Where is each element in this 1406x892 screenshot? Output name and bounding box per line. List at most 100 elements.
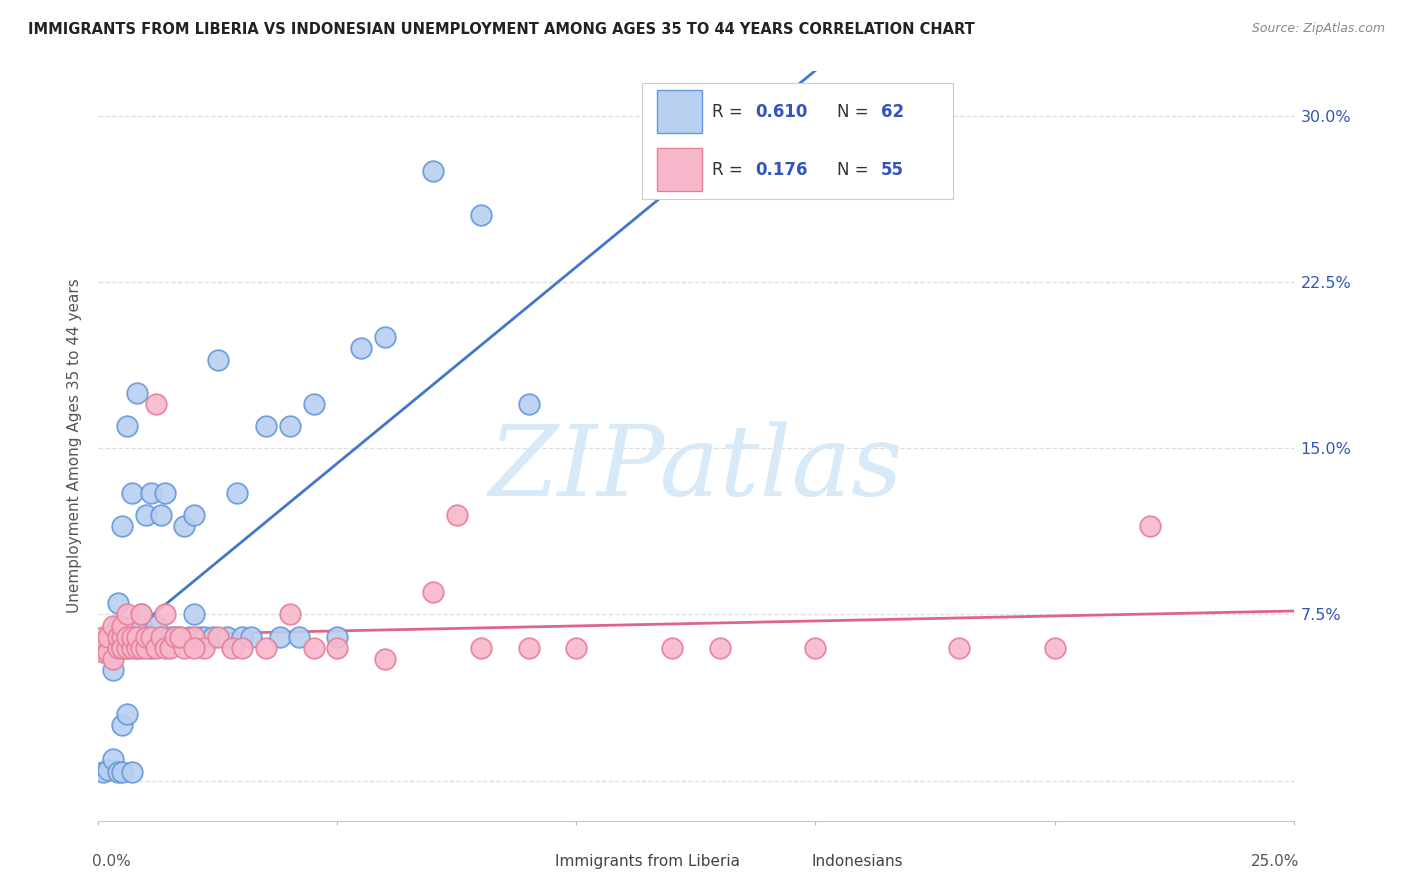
Point [107,596,129,610]
Point [278,419,301,434]
Point [207,352,229,367]
Point [97,763,120,777]
Point [565,640,588,655]
Point [326,640,349,655]
Point [121,630,143,644]
Point [145,640,167,655]
Point [111,764,134,779]
Point [131,618,153,632]
Point [155,485,177,500]
Point [115,640,138,655]
Point [111,630,134,644]
Point [101,751,124,765]
Point [107,630,129,644]
Point [804,640,827,655]
Point [101,663,124,677]
FancyBboxPatch shape [643,83,953,199]
Point [446,508,468,522]
Text: Source: ZipAtlas.com: Source: ZipAtlas.com [1251,22,1385,36]
Text: IMMIGRANTS FROM LIBERIA VS INDONESIAN UNEMPLOYMENT AMONG AGES 35 TO 44 YEARS COR: IMMIGRANTS FROM LIBERIA VS INDONESIAN UN… [28,22,974,37]
Point [111,718,134,732]
Point [1043,640,1066,655]
Point [422,164,444,178]
Text: 55: 55 [882,161,904,178]
Point [121,485,143,500]
Point [517,640,540,655]
Point [97,645,120,659]
Point [125,640,148,655]
Point [145,397,167,411]
Point [111,518,134,533]
Point [217,630,239,644]
Point [121,764,143,779]
Point [91,645,114,659]
Point [111,640,134,655]
Point [374,330,396,344]
Point [183,640,205,655]
Point [139,485,162,500]
Point [163,630,186,644]
Text: 0.176: 0.176 [756,161,808,178]
Point [173,518,195,533]
Text: Immigrants from Liberia: Immigrants from Liberia [555,855,740,870]
Point [302,397,325,411]
Point [149,630,172,644]
Point [159,630,181,644]
Point [115,640,138,655]
Point [187,630,209,644]
Point [288,630,311,644]
Point [193,630,215,644]
Point [155,607,177,622]
Point [115,419,138,434]
Text: N =: N = [837,103,875,120]
Text: N =: N = [837,161,875,178]
Point [852,120,875,134]
Point [517,397,540,411]
Point [125,630,148,644]
FancyBboxPatch shape [510,854,548,870]
Point [111,630,134,644]
Point [111,640,134,655]
FancyBboxPatch shape [768,854,806,870]
FancyBboxPatch shape [657,148,702,192]
Text: 0.0%: 0.0% [93,855,131,870]
Point [115,630,138,644]
Point [149,508,172,522]
Point [121,640,143,655]
Point [125,385,148,400]
Point [135,640,157,655]
Point [131,607,153,622]
Text: R =: R = [711,103,748,120]
Point [135,508,157,522]
Point [254,640,277,655]
Point [183,630,205,644]
Point [948,640,970,655]
Point [115,707,138,722]
Point [240,630,263,644]
Point [231,640,253,655]
Text: R =: R = [711,161,748,178]
Point [221,640,243,655]
Point [159,640,181,655]
Point [125,640,148,655]
Point [269,630,291,644]
Point [422,585,444,599]
Point [115,630,138,644]
Point [709,640,731,655]
Text: 25.0%: 25.0% [1251,855,1299,870]
Point [97,645,120,659]
Point [183,508,205,522]
Point [145,618,167,632]
Point [470,209,492,223]
Point [202,630,225,644]
Point [374,652,396,666]
Point [101,630,124,644]
Point [125,630,148,644]
Point [163,630,186,644]
Point [254,419,277,434]
Point [350,342,373,356]
Point [207,630,229,644]
Point [179,630,201,644]
FancyBboxPatch shape [657,90,702,134]
Point [226,485,249,500]
